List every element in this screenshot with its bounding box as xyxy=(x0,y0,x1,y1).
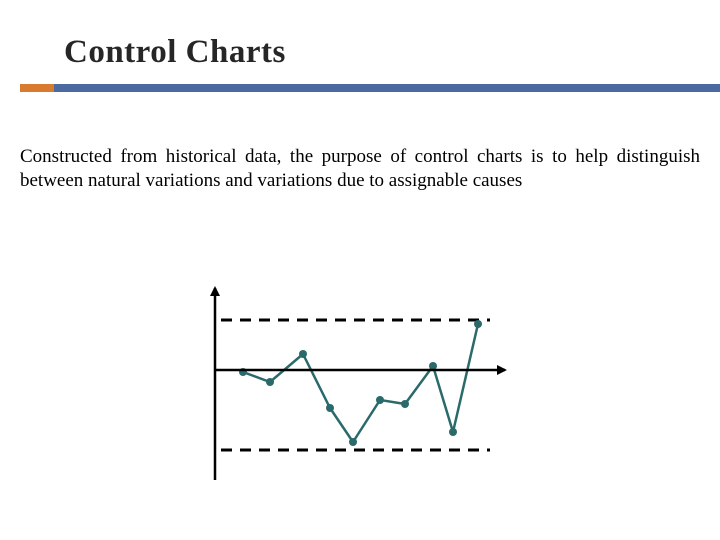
accent-bar-left xyxy=(20,84,54,92)
control-chart xyxy=(195,280,515,490)
accent-bar xyxy=(0,84,720,92)
title-area: Control Charts xyxy=(0,0,720,71)
control-chart-svg xyxy=(195,280,515,490)
body-paragraph: Constructed from historical data, the pu… xyxy=(20,145,700,194)
slide-title: Control Charts xyxy=(64,34,720,71)
accent-bar-right xyxy=(54,84,720,92)
